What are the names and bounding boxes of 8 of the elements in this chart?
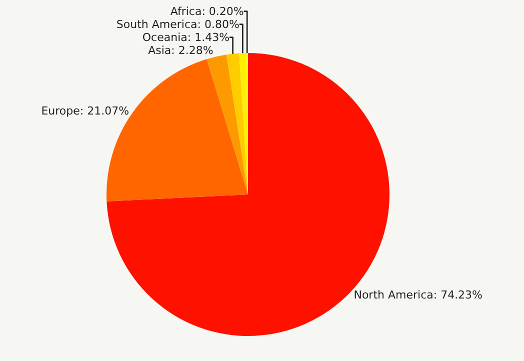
- slice-label: Africa: 0.20%: [170, 4, 244, 18]
- slice-label: Asia: 2.28%: [148, 44, 214, 57]
- slice-label: North America: 74.23%: [354, 288, 483, 302]
- slice-label: South America: 0.80%: [116, 18, 240, 31]
- slice-label: Oceania: 1.43%: [142, 30, 230, 44]
- pie-slice: [226, 53, 248, 194]
- slice-label: Europe: 21.07%: [41, 104, 130, 118]
- pie-slice: [206, 54, 248, 194]
